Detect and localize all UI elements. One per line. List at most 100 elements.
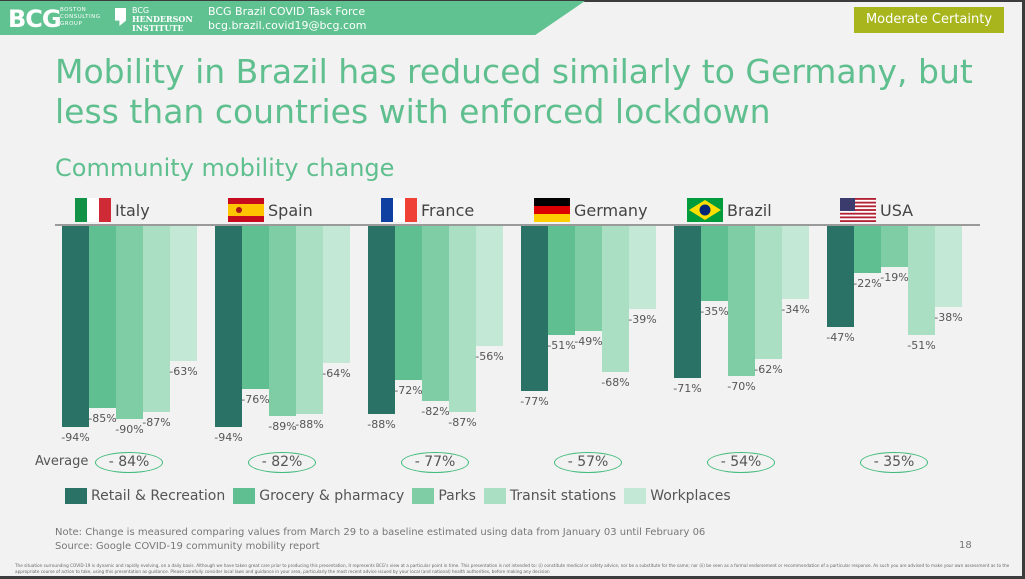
bar-brazil-4 xyxy=(782,226,809,299)
average-badge-italy: - 84% xyxy=(95,452,163,473)
bar-label: -94% xyxy=(214,431,243,445)
country-header-italy: Italy xyxy=(75,196,150,224)
bar-france-2 xyxy=(422,226,449,402)
bar-label: -89% xyxy=(268,420,297,434)
bar-germany-4 xyxy=(629,226,656,310)
bar-label: -19% xyxy=(880,270,909,284)
bar-italy-1 xyxy=(89,226,116,408)
page-title: Mobility in Brazil has reduced similarly… xyxy=(55,52,973,131)
bar-label: -51% xyxy=(907,339,936,353)
bar-italy-2 xyxy=(116,226,143,419)
legend-label: Retail & Recreation xyxy=(91,488,226,504)
bar-france-4 xyxy=(476,226,503,346)
disclaimer: The situation surrounding COVID-19 is dy… xyxy=(15,563,1010,574)
bar-italy-0 xyxy=(62,226,89,428)
bar-spain-0 xyxy=(215,226,242,428)
bar-label: -88% xyxy=(367,418,396,432)
bar-label: -85% xyxy=(88,411,117,425)
legend-item: Grocery & pharmacy xyxy=(233,488,404,504)
bar-usa-0 xyxy=(827,226,854,327)
task-force-info: BCG Brazil COVID Task Force bcg.brazil.c… xyxy=(208,5,366,33)
country-name: France xyxy=(421,200,475,220)
bar-label: -38% xyxy=(934,311,963,325)
legend-swatch xyxy=(65,488,87,504)
institute-line2: HENDERSON xyxy=(132,14,193,24)
footnote: Note: Change is measured comparing value… xyxy=(55,526,705,554)
bar-label: -72% xyxy=(394,384,423,398)
legend-label: Workplaces xyxy=(650,488,731,504)
bar-label: -49% xyxy=(574,334,603,348)
average-label: Average xyxy=(35,454,89,469)
legend-item: Retail & Recreation xyxy=(65,488,225,504)
bar-label: -63% xyxy=(169,364,198,378)
germany-flag-icon xyxy=(534,198,570,222)
country-header-usa: USA xyxy=(840,196,913,224)
spain-flag-icon xyxy=(228,198,264,222)
bar-label: -82% xyxy=(421,405,450,419)
bar-brazil-2 xyxy=(728,226,755,376)
bar-label: -87% xyxy=(142,416,171,430)
chart-subtitle: Community mobility change xyxy=(55,154,395,182)
bar-germany-0 xyxy=(521,226,548,391)
bar-label: -87% xyxy=(448,416,477,430)
window-bottom-border xyxy=(0,576,1025,579)
bar-label: -51% xyxy=(547,339,576,353)
bar-label: -76% xyxy=(241,392,270,406)
bar-label: -68% xyxy=(601,375,630,389)
legend-swatch xyxy=(412,488,435,504)
bar-label: -34% xyxy=(781,302,810,316)
bar-label: -39% xyxy=(628,313,657,327)
country-name: Germany xyxy=(574,200,648,220)
bar-spain-3 xyxy=(296,226,323,415)
legend-swatch xyxy=(233,488,256,504)
country-header-germany: Germany xyxy=(534,196,648,224)
bar-spain-2 xyxy=(269,226,296,417)
window-right-border xyxy=(1022,0,1025,579)
bar-spain-4 xyxy=(323,226,350,363)
bar-brazil-1 xyxy=(701,226,728,301)
legend-item: Workplaces xyxy=(624,488,731,504)
bcg-logo: BCG xyxy=(8,5,62,33)
page-number: 18 xyxy=(959,540,972,551)
average-badge-france: - 77% xyxy=(401,452,469,473)
country-header-brazil: Brazil xyxy=(687,196,772,224)
bar-italy-4 xyxy=(170,226,197,361)
bar-brazil-3 xyxy=(755,226,782,359)
bar-label: -88% xyxy=(295,418,324,432)
bar-brazil-0 xyxy=(674,226,701,378)
institute-line1: BCG xyxy=(132,6,150,15)
bar-usa-2 xyxy=(881,226,908,267)
bar-label: -64% xyxy=(322,366,351,380)
bar-france-3 xyxy=(449,226,476,413)
header-band xyxy=(0,1,585,35)
bar-label: -35% xyxy=(700,304,729,318)
bar-label: -94% xyxy=(61,431,90,445)
bar-france-0 xyxy=(368,226,395,415)
country-name: Italy xyxy=(115,200,150,220)
chart-legend: Retail & Recreation Grocery & pharmacy P… xyxy=(65,488,739,504)
legend-swatch xyxy=(624,488,647,504)
average-badge-spain: - 82% xyxy=(248,452,316,473)
bar-spain-1 xyxy=(242,226,269,389)
country-name: Brazil xyxy=(727,200,772,220)
bar-usa-3 xyxy=(908,226,935,336)
average-badge-germany: - 57% xyxy=(554,452,622,473)
bar-label: -47% xyxy=(826,330,855,344)
usa-flag-icon xyxy=(840,198,876,222)
bar-germany-2 xyxy=(575,226,602,331)
average-badge-brazil: - 54% xyxy=(707,452,775,473)
bar-france-1 xyxy=(395,226,422,381)
bar-germany-3 xyxy=(602,226,629,372)
bar-usa-4 xyxy=(935,226,962,308)
source-text: Source: Google COVID-19 community mobili… xyxy=(55,541,320,552)
bar-label: -71% xyxy=(673,381,702,395)
legend-item: Transit stations xyxy=(483,488,616,504)
bar-germany-1 xyxy=(548,226,575,336)
note-text: Note: Change is measured comparing value… xyxy=(55,527,706,538)
bar-italy-3 xyxy=(143,226,170,413)
task-force-email: bcg.brazil.covid19@bcg.com xyxy=(208,19,367,32)
henderson-icon xyxy=(115,8,126,26)
country-header-france: France xyxy=(381,196,474,224)
task-force-name: BCG Brazil COVID Task Force xyxy=(208,5,366,18)
certainty-badge: Moderate Certainty xyxy=(854,7,1004,33)
